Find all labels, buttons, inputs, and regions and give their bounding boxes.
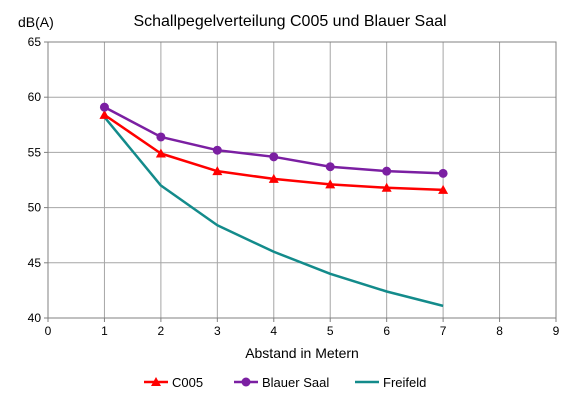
- series-freifeld: [103, 116, 444, 308]
- data-point-blauer-saal: [269, 152, 279, 162]
- y-tick-label: 45: [28, 256, 42, 270]
- y-tick-label: 65: [28, 35, 42, 49]
- x-tick-label: 1: [101, 324, 108, 338]
- y-tick-label: 40: [28, 311, 42, 325]
- data-point-c005: [99, 109, 110, 119]
- y-axis-label: dB(A): [18, 14, 54, 30]
- y-axis-ticks: 40 45 50 55 60 65: [28, 35, 48, 325]
- data-point-c005: [325, 179, 336, 189]
- data-point-blauer-saal: [382, 166, 392, 176]
- plot-area-frame: [47, 41, 557, 319]
- legend-marker-c005: [151, 377, 161, 386]
- x-tick-label: 2: [158, 324, 165, 338]
- data-point-c005: [268, 173, 279, 183]
- data-point-blauer-saal: [156, 132, 166, 142]
- chart-title: Schallpegelverteilung C005 und Blauer Sa…: [133, 13, 446, 30]
- x-tick-label: 4: [270, 324, 277, 338]
- x-axis-label: Abstand in Metern: [245, 345, 359, 361]
- x-tick-label: 0: [45, 324, 52, 338]
- x-tick-label: 8: [496, 324, 503, 338]
- data-point-c005: [212, 166, 223, 176]
- legend-item-blauer-saal: Blauer Saal: [234, 375, 329, 390]
- data-point-blauer-saal: [438, 168, 448, 178]
- x-tick-label: 3: [214, 324, 221, 338]
- data-point-blauer-saal: [212, 145, 222, 155]
- series-layer: [99, 102, 449, 308]
- series-line-freifeld: [103, 116, 444, 308]
- y-tick-label: 60: [28, 90, 42, 104]
- data-point-c005: [381, 182, 392, 192]
- data-point-c005: [155, 148, 166, 158]
- x-tick-label: 5: [327, 324, 334, 338]
- legend-label-blauer-saal: Blauer Saal: [262, 375, 329, 390]
- x-axis-ticks: 0 1 2 3 4 5 6 7 8 9: [45, 318, 560, 338]
- legend-label-c005: C005: [172, 375, 203, 390]
- data-point-blauer-saal: [325, 162, 335, 172]
- data-point-c005: [438, 184, 449, 194]
- legend-item-c005: C005: [144, 375, 203, 390]
- series-blauer-saal: [99, 102, 448, 178]
- legend-label-freifeld: Freifeld: [383, 375, 426, 390]
- x-tick-label: 6: [383, 324, 390, 338]
- y-tick-label: 50: [28, 201, 42, 215]
- legend: C005 Blauer Saal Freifeld: [144, 375, 426, 390]
- data-point-blauer-saal: [99, 102, 109, 112]
- x-tick-label: 7: [440, 324, 447, 338]
- x-tick-label: 9: [553, 324, 560, 338]
- legend-item-freifeld: Freifeld: [355, 375, 426, 390]
- y-tick-label: 55: [28, 145, 42, 159]
- legend-marker-blauer-saal: [241, 377, 251, 387]
- series-c005: [99, 109, 449, 194]
